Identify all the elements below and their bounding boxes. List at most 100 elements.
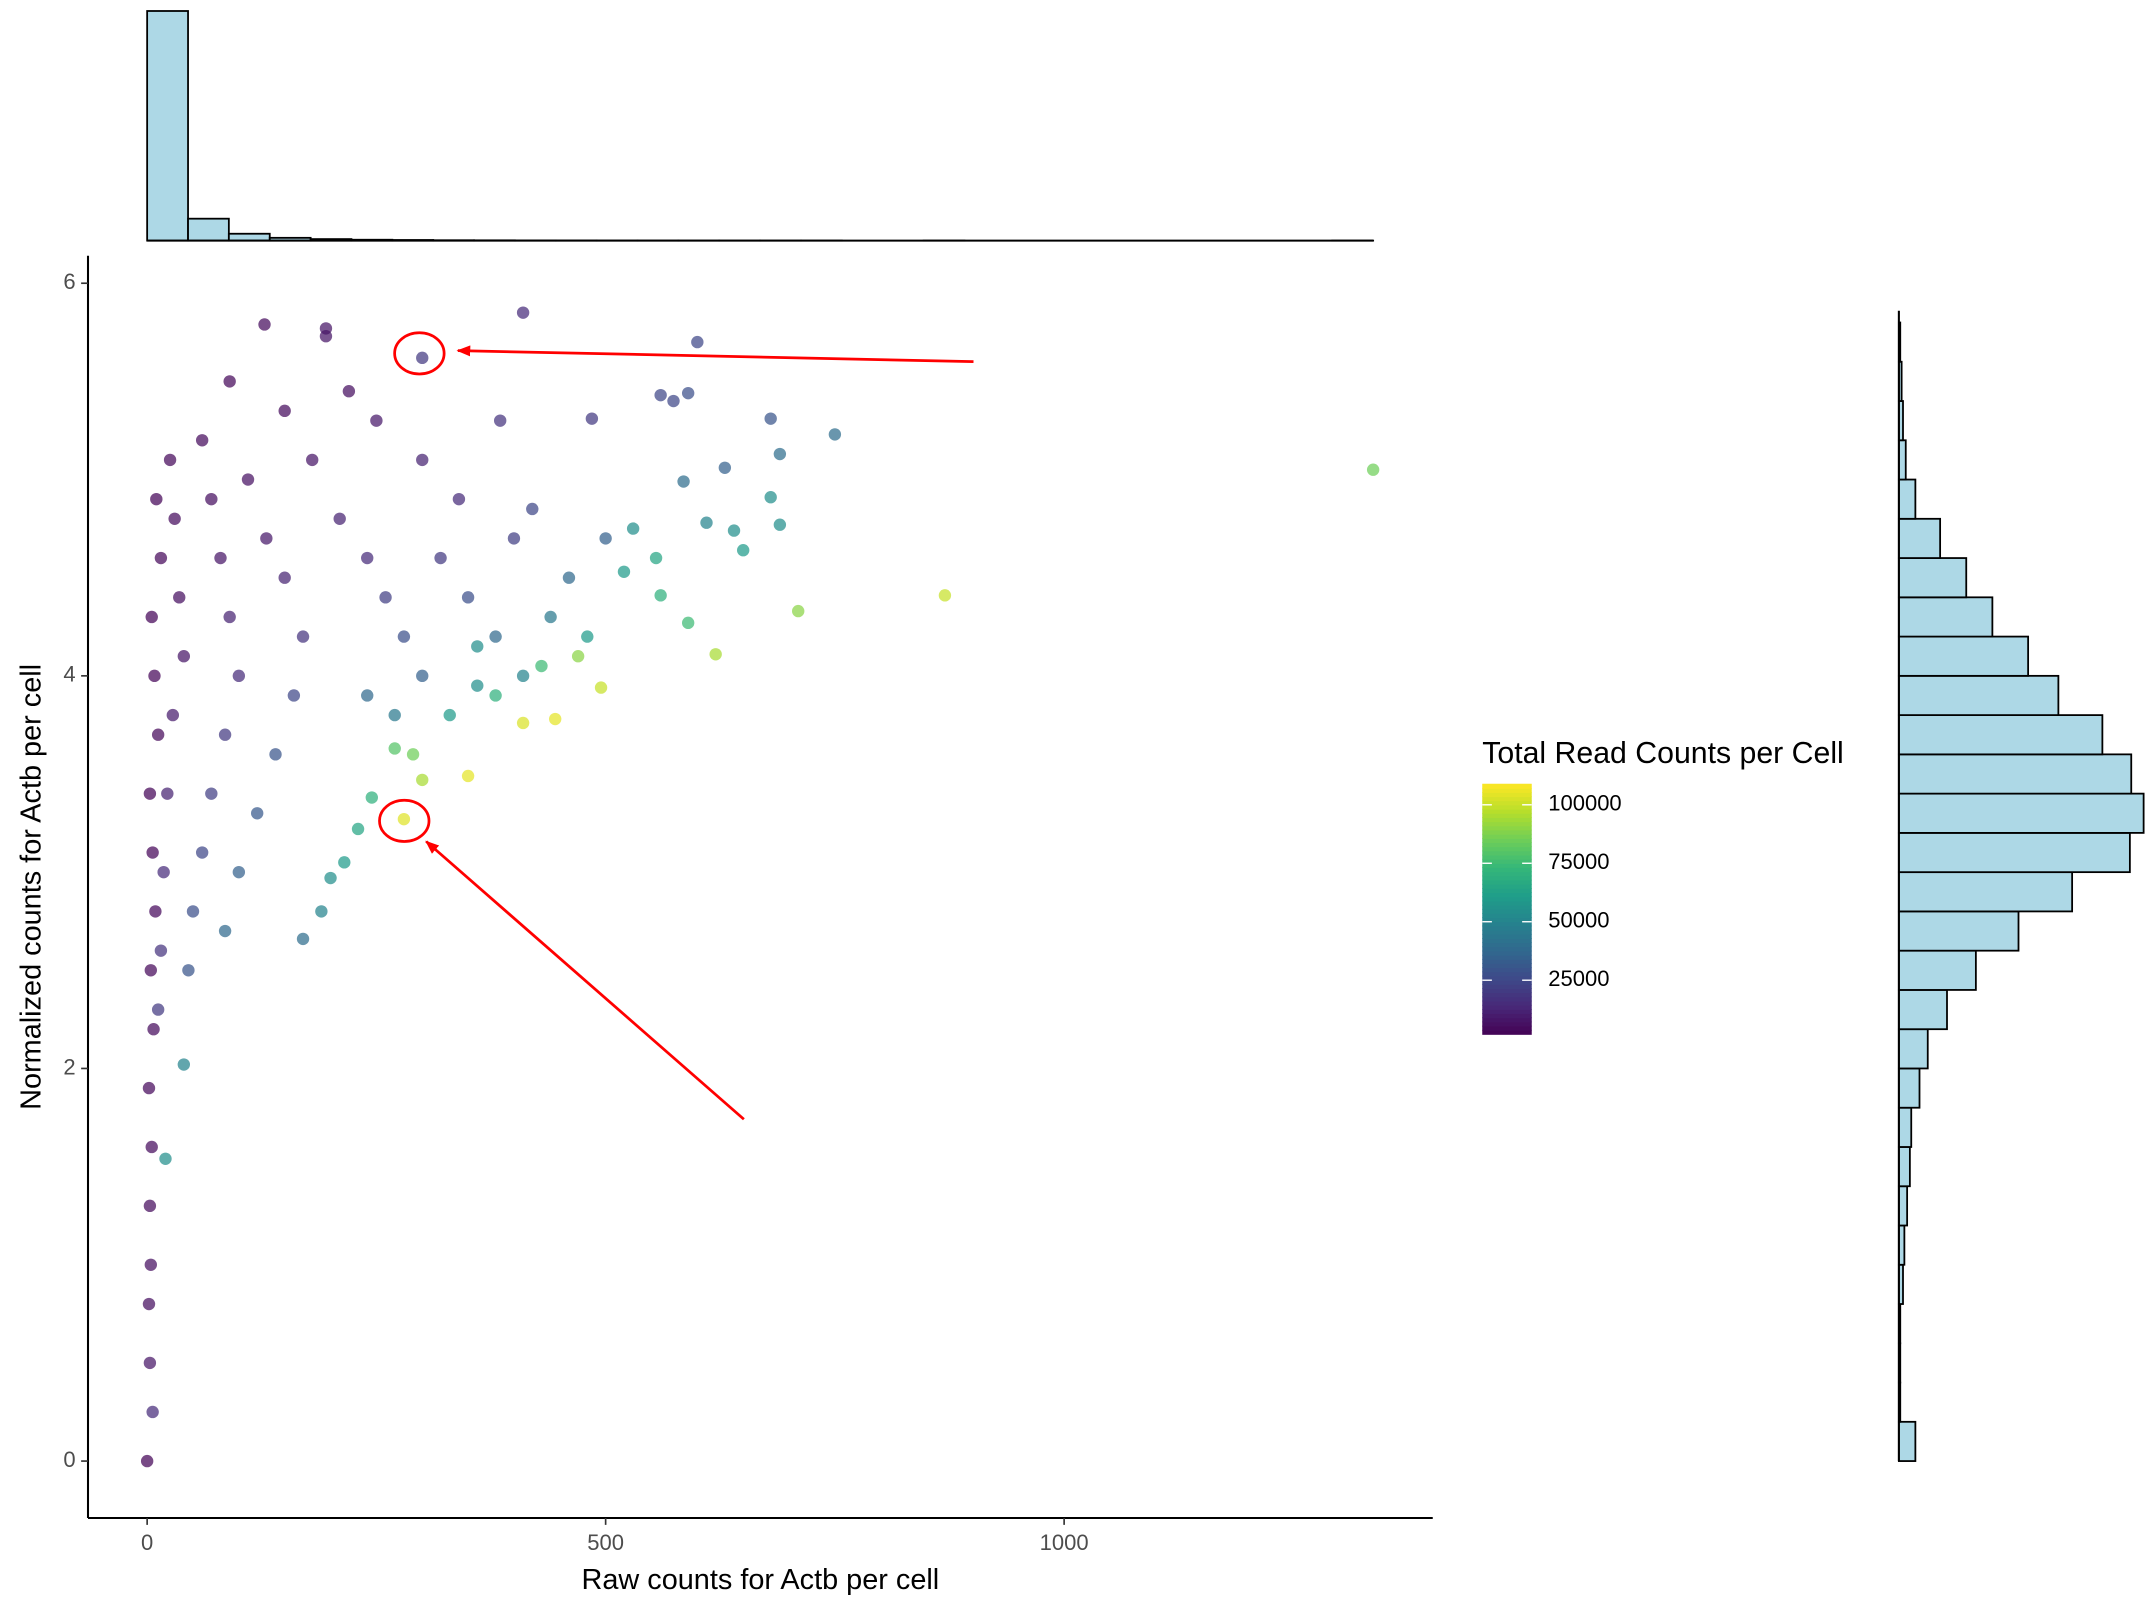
colorbar-tick-label: 75000 (1548, 849, 1609, 874)
point (773, 518, 787, 531)
colorbar-segment (1482, 942, 1532, 948)
point (269, 748, 282, 761)
histogram-bar (1897, 989, 1948, 1031)
point (159, 1152, 172, 1165)
point (258, 318, 271, 331)
point (250, 807, 264, 820)
point (186, 905, 200, 918)
highlight-circle (378, 798, 431, 843)
point (681, 386, 695, 400)
point (416, 453, 429, 467)
point (173, 591, 186, 604)
point (549, 712, 562, 726)
point (163, 453, 177, 467)
point (388, 708, 401, 722)
point (296, 932, 310, 946)
point (143, 1199, 157, 1213)
point (443, 708, 456, 722)
colorbar-segment (1482, 833, 1532, 839)
point (461, 769, 475, 783)
point (562, 571, 576, 584)
point (177, 650, 191, 663)
point (214, 551, 227, 565)
colorbar-segment (1482, 1029, 1532, 1035)
point (471, 640, 484, 653)
colorbar-segment (1482, 783, 1532, 789)
point (351, 822, 365, 836)
point (709, 648, 722, 661)
x-tick-label: 0 (141, 1530, 153, 1555)
point (232, 865, 246, 879)
colorbar-segment (1482, 867, 1532, 873)
histogram-bar (1897, 1067, 1921, 1109)
point (150, 492, 163, 506)
point (792, 604, 805, 618)
colorbar-segment (1482, 871, 1532, 877)
point (365, 791, 378, 804)
colorbar-segment (1482, 1017, 1532, 1023)
colorbar-segment (1482, 837, 1532, 843)
point (140, 1454, 154, 1468)
histogram-bar (1897, 674, 2060, 717)
x-axis-label: Raw counts for Actb per cell (582, 1564, 940, 1596)
histogram-bar (1897, 1420, 1917, 1462)
point (649, 551, 663, 565)
point (144, 964, 158, 977)
point (260, 532, 273, 545)
colorbar-segment (1482, 933, 1532, 939)
point (379, 591, 392, 604)
colorbar-tick-label: 50000 (1548, 908, 1609, 933)
point (416, 669, 429, 683)
point (681, 616, 695, 630)
histogram-bar (1897, 1028, 1929, 1070)
point (151, 1003, 165, 1016)
colorbar-segment (1482, 1004, 1532, 1010)
histogram-bar (1897, 1185, 1909, 1227)
histogram-bar (1897, 792, 2145, 834)
point (544, 610, 557, 624)
y-tick-label: 0 (63, 1447, 75, 1472)
colorbar-title: Total Read Counts per Cell (1482, 737, 1844, 770)
point (727, 524, 741, 537)
point (1366, 463, 1380, 476)
colorbar-tick-label: 100000 (1548, 791, 1621, 816)
colorbar-segment (1482, 917, 1532, 923)
point (489, 689, 502, 702)
point (397, 630, 411, 643)
colorbar-segment (1482, 921, 1532, 927)
point (278, 571, 291, 584)
colorbar-segment (1482, 858, 1532, 864)
colorbar-segment (1482, 996, 1532, 1002)
point (416, 351, 429, 365)
arrow (425, 840, 745, 1121)
point (218, 728, 232, 741)
point (388, 742, 401, 755)
point (700, 516, 713, 529)
point (145, 610, 158, 624)
point (338, 856, 351, 869)
colorbar-tick-label: 25000 (1548, 966, 1609, 991)
point (306, 453, 319, 467)
colorbar-segment (1482, 1013, 1532, 1019)
point (489, 630, 502, 643)
colorbar-segment (1482, 904, 1532, 910)
point (296, 630, 310, 643)
colorbar-segment (1482, 963, 1532, 969)
point (361, 551, 374, 565)
colorbar-segment (1482, 792, 1532, 798)
colorbar-segment (1482, 925, 1532, 931)
histogram-bar (146, 10, 189, 242)
colorbar-segment (1482, 913, 1532, 919)
colorbar-segment (1482, 983, 1532, 989)
histogram-bar (227, 232, 271, 242)
point (232, 669, 246, 683)
point (828, 428, 842, 441)
point (507, 532, 521, 545)
colorbar-segment (1482, 979, 1532, 985)
point (223, 375, 236, 388)
colorbar-segment (1482, 908, 1532, 914)
point (654, 589, 667, 602)
point (166, 708, 180, 722)
colorbar-segment (1482, 854, 1532, 860)
colorbar-segment (1482, 929, 1532, 935)
